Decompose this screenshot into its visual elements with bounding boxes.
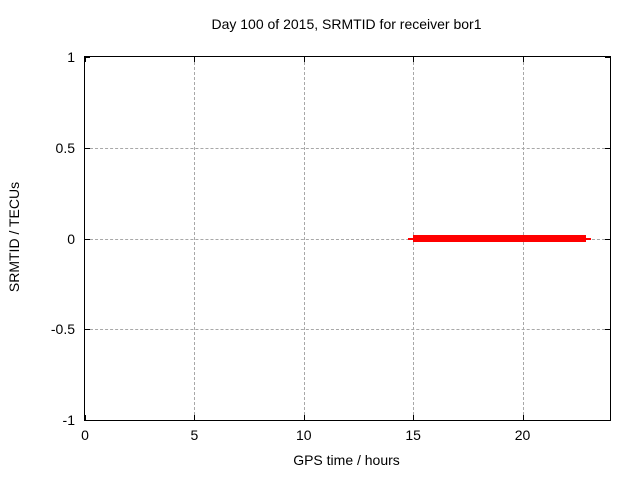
x-tick-bottom: [85, 415, 86, 420]
x-tick-bottom: [522, 415, 524, 420]
y-gridline: [85, 147, 610, 149]
y-tick-left: [85, 57, 90, 58]
x-tick-label: 5: [190, 427, 199, 443]
x-tick-top: [303, 57, 305, 62]
y-tick-left: [85, 329, 90, 331]
y-tick-right: [605, 329, 610, 331]
x-tick-top: [413, 57, 415, 62]
y-tick-left: [85, 420, 90, 421]
plot-area: 0 5 10 15 20 -1 -0.5 0 0.5 1: [51, 50, 611, 442]
y-tick-label: -1: [62, 412, 75, 428]
y-tick-right: [605, 57, 610, 58]
x-tick-label: 0: [81, 427, 89, 443]
y-tick-right: [605, 147, 610, 149]
x-tick-label: 20: [514, 427, 531, 443]
x-tick-bottom: [303, 415, 305, 420]
y-tick-left: [85, 238, 90, 240]
x-tick-bottom: [194, 415, 196, 420]
y-gridline: [85, 329, 610, 331]
y-tick-label: 1: [67, 49, 75, 65]
y-tick-label: 0.5: [55, 139, 75, 156]
y-tick-left: [85, 147, 90, 149]
x-tick-top: [85, 57, 86, 62]
y-tick-right: [605, 420, 610, 421]
x-tick-label: 10: [295, 427, 312, 443]
y-tick-right: [605, 238, 610, 240]
chart-title: Day 100 of 2015, SRMTID for receiver bor…: [211, 16, 482, 32]
x-tick-top: [194, 57, 196, 62]
series-line: [413, 235, 586, 242]
x-tick-label: 15: [405, 427, 421, 443]
x-axis-label: GPS time / hours: [293, 452, 400, 468]
y-axis-label: SRMTID / TECUs: [6, 181, 22, 293]
x-tick-top: [522, 57, 524, 62]
x-tick-bottom: [413, 415, 415, 420]
y-gridline: [85, 238, 610, 240]
y-tick-label: 0: [67, 230, 75, 247]
y-tick-label: -0.5: [50, 321, 75, 338]
